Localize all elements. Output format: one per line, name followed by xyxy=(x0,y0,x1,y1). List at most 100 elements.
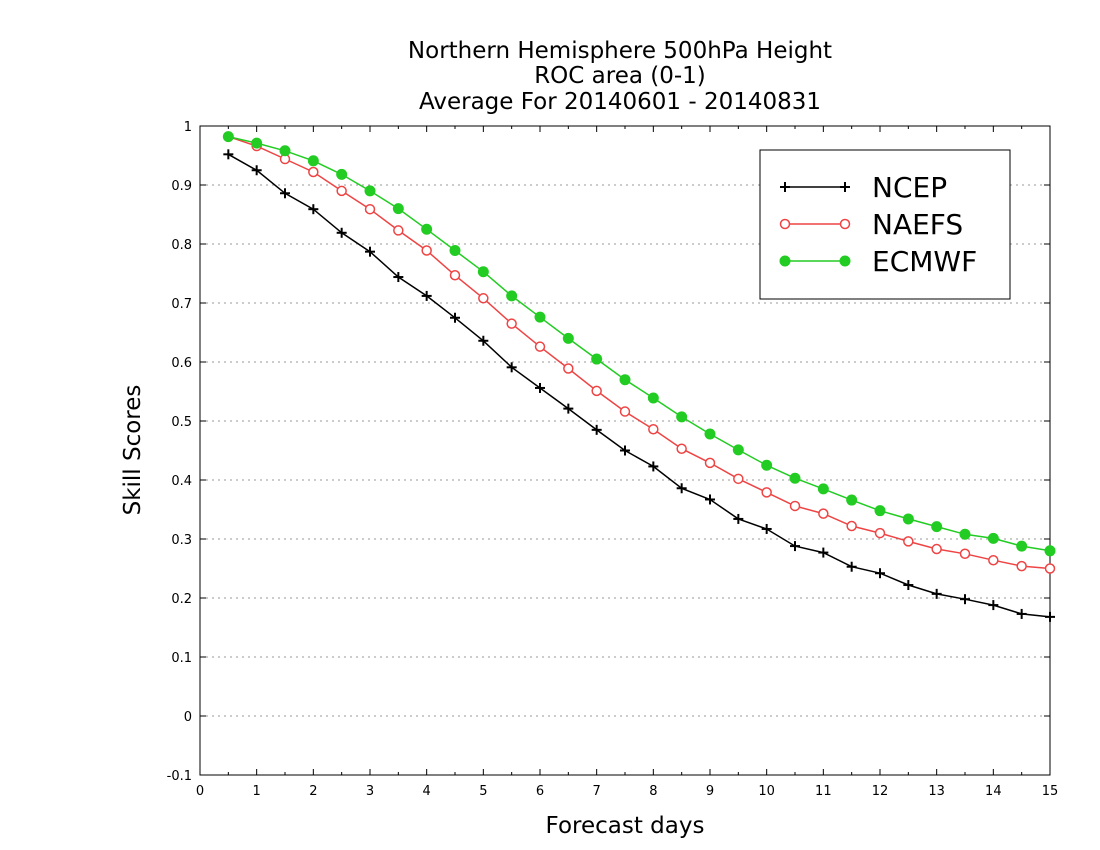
title-line-3: Average For 20140601 - 20140831 xyxy=(419,89,821,115)
data-point-naefs xyxy=(903,536,914,547)
data-point-ecmwf xyxy=(279,145,291,157)
y-tick-label: 0 xyxy=(184,710,192,725)
data-point-naefs xyxy=(364,203,376,215)
y-tick-label: 1 xyxy=(184,120,192,135)
data-point-naefs xyxy=(506,318,517,329)
y-tick-label: 0.1 xyxy=(171,651,192,666)
x-tick-label: 4 xyxy=(423,784,431,799)
data-point-naefs xyxy=(733,473,744,485)
legend-label-ncep: NCEP xyxy=(872,171,947,204)
data-point-ecmwf xyxy=(676,411,688,423)
data-point-ecmwf xyxy=(987,532,999,544)
data-point-naefs xyxy=(449,270,461,281)
data-point-ecmwf xyxy=(619,374,631,386)
x-tick-label: 9 xyxy=(706,784,714,799)
series-layer xyxy=(222,131,1056,622)
data-point-naefs xyxy=(761,487,772,498)
data-point-ecmwf xyxy=(902,513,914,525)
y-tick-label: 0.5 xyxy=(171,415,192,430)
data-point-ecmwf xyxy=(534,311,546,323)
chart-title: Northern Hemisphere 500hPa Height ROC ar… xyxy=(408,38,832,115)
x-tick-label: 14 xyxy=(985,784,1002,799)
data-point-naefs xyxy=(931,543,942,555)
series-ecmwf xyxy=(222,131,1056,557)
x-tick-label: 5 xyxy=(479,784,487,799)
data-point-naefs xyxy=(563,363,574,374)
x-tick-label: 10 xyxy=(758,784,775,799)
data-point-naefs xyxy=(421,245,432,256)
series-ncep xyxy=(223,149,1055,622)
legend-marker-ecmwf xyxy=(839,255,851,267)
data-point-naefs xyxy=(676,443,687,454)
x-tick-label: 3 xyxy=(366,784,374,799)
data-point-ecmwf xyxy=(817,483,829,495)
x-tick-label: 8 xyxy=(649,784,657,799)
data-point-ecmwf xyxy=(562,332,574,344)
series-line-ncep xyxy=(227,153,1051,618)
legend: NCEP NAEFS ECMWF xyxy=(759,149,1011,300)
y-axis-label: Skill Scores xyxy=(120,385,146,516)
data-point-naefs xyxy=(393,225,404,236)
y-tick-label: 0.7 xyxy=(171,297,192,312)
data-point-naefs xyxy=(308,166,319,178)
x-tick-label: 11 xyxy=(815,784,832,799)
data-point-naefs xyxy=(846,520,857,532)
y-tick-label: 0.8 xyxy=(171,238,192,253)
x-tick-label: 2 xyxy=(309,784,317,799)
data-point-ecmwf xyxy=(392,203,404,215)
data-point-ecmwf xyxy=(222,131,234,143)
legend-marker-ecmwf xyxy=(779,255,791,267)
legend-label-naefs: NAEFS xyxy=(872,208,963,241)
x-tick-label: 6 xyxy=(536,784,544,799)
y-tick-label: 0.3 xyxy=(171,533,192,548)
data-point-naefs xyxy=(336,185,347,197)
data-point-naefs xyxy=(789,500,801,512)
data-point-naefs xyxy=(619,406,631,417)
data-point-ecmwf xyxy=(251,137,263,149)
data-point-naefs xyxy=(1016,560,1027,572)
y-tick-label: 0.6 xyxy=(171,356,192,371)
data-point-ecmwf xyxy=(1016,540,1028,552)
x-tick-label: 13 xyxy=(928,784,945,799)
data-point-naefs xyxy=(959,548,971,559)
data-point-ecmwf xyxy=(874,505,886,517)
x-tick-label: 12 xyxy=(872,784,889,799)
data-point-ecmwf xyxy=(307,155,319,167)
data-point-ecmwf xyxy=(449,244,461,256)
x-tick-label: 7 xyxy=(593,784,601,799)
data-point-ecmwf xyxy=(506,290,518,302)
data-point-ecmwf xyxy=(789,472,801,484)
y-tick-label: -0.1 xyxy=(167,769,192,784)
x-tick-label: 0 xyxy=(196,784,204,799)
data-point-ecmwf xyxy=(846,494,858,506)
data-point-ecmwf xyxy=(732,444,744,456)
data-point-ecmwf xyxy=(704,428,716,440)
x-tick-label: 15 xyxy=(1042,784,1059,799)
data-point-naefs xyxy=(818,508,829,519)
y-tick-label: 0.4 xyxy=(171,474,192,489)
data-point-naefs xyxy=(874,527,886,539)
data-point-ecmwf xyxy=(931,521,943,533)
data-point-naefs xyxy=(478,293,489,304)
x-axis-label: Forecast days xyxy=(546,813,705,839)
legend-label-ecmwf: ECMWF xyxy=(872,245,977,278)
data-point-ecmwf xyxy=(1044,545,1056,557)
y-tick-label: 0.9 xyxy=(171,179,192,194)
data-point-naefs xyxy=(988,554,999,566)
legend-marker-naefs xyxy=(779,218,791,230)
series-naefs xyxy=(223,131,1056,574)
x-axis-ticks: 0 1 2 3 4 5 6 7 8 9 10 11 12 13 14 15 xyxy=(196,126,1058,799)
data-point-ecmwf xyxy=(761,459,773,471)
data-point-ecmwf xyxy=(421,223,433,235)
data-point-naefs xyxy=(591,385,602,397)
data-point-ecmwf xyxy=(959,528,971,540)
x-tick-label: 1 xyxy=(253,784,261,799)
y-axis-ticks: -0.1 0 0.1 0.2 0.3 0.4 0.5 0.6 0.7 0.8 0.9 1 xyxy=(167,120,1050,784)
data-point-ecmwf xyxy=(336,168,348,180)
data-point-ecmwf xyxy=(647,392,659,404)
data-point-ecmwf xyxy=(364,185,376,197)
y-tick-label: 0.2 xyxy=(171,592,192,607)
data-point-ecmwf xyxy=(477,266,489,278)
data-point-naefs xyxy=(648,424,659,435)
